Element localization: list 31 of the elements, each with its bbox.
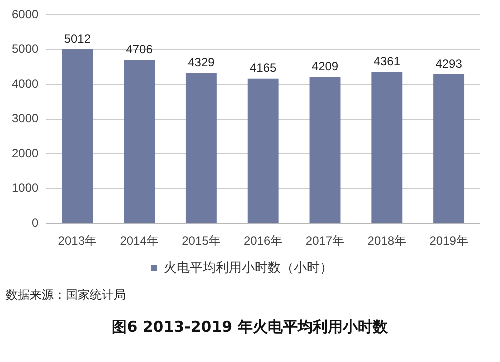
- data-label: 4706: [126, 42, 154, 56]
- bar: [248, 78, 279, 224]
- data-label: 4361: [374, 54, 401, 68]
- data-label: 5012: [64, 32, 92, 46]
- y-tick-label: 3000: [12, 112, 40, 126]
- bar: [310, 77, 341, 224]
- y-tick-label: 6000: [12, 8, 40, 22]
- x-tick-label: 2019年: [430, 234, 468, 248]
- y-tick-label: 4000: [12, 76, 40, 91]
- x-tick-label: 2017年: [306, 234, 345, 248]
- bar: [124, 60, 156, 224]
- y-tick-label: 0: [32, 216, 40, 230]
- y-tick-label: 1000: [12, 181, 40, 196]
- x-tick-label: 2014年: [120, 234, 159, 248]
- x-tick-label: 2016年: [244, 234, 283, 248]
- data-label: 4165: [250, 61, 278, 76]
- data-label: 4293: [436, 56, 463, 71]
- text: 图6 2013-2019 年火电平均利用小时数: [111, 318, 389, 337]
- x-tick-label: 2015年: [182, 234, 221, 248]
- source-note: 数据来源：国家统计局: [6, 287, 127, 304]
- bar: [186, 73, 217, 224]
- x-tick-label: 2013年: [58, 234, 97, 248]
- data-label: 4209: [312, 60, 339, 74]
- bar: [62, 50, 94, 224]
- bar: [372, 72, 403, 224]
- y-tick-label: 2000: [12, 146, 40, 160]
- data-label: 4329: [188, 56, 216, 70]
- x-tick-label: 2018年: [368, 234, 406, 248]
- y-tick-label: 5000: [12, 42, 40, 56]
- bar: [434, 74, 465, 224]
- legend-label: 火电平均利用小时数（小时）: [164, 260, 333, 276]
